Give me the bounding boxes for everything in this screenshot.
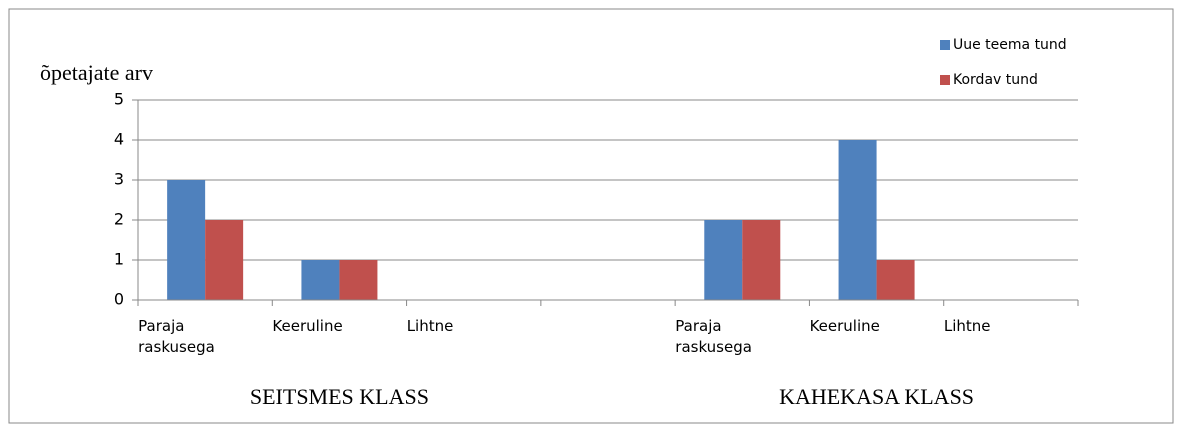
legend-swatch [940, 75, 950, 85]
bar [205, 220, 244, 300]
legend-label: Uue teema tund [953, 37, 1067, 53]
bar [339, 260, 378, 300]
y-tick-label: 4 [114, 130, 124, 149]
legend-label: Kordav tund [953, 72, 1038, 88]
y-tick-label: 5 [114, 90, 124, 109]
group-label: SEITSMES KLASS [249, 384, 429, 409]
bar [876, 260, 915, 300]
group-label: KAHEKASA KLASS [779, 384, 975, 409]
legend-swatch [940, 40, 950, 50]
x-tick-label: Keeruline [809, 317, 880, 335]
y-tick-label: 3 [114, 170, 124, 189]
bar [742, 220, 781, 300]
bar [167, 180, 206, 300]
bar [838, 140, 877, 300]
x-tick-label: Keeruline [272, 317, 343, 335]
x-tick-label: Lihtne [943, 317, 991, 335]
y-tick-label: 0 [114, 290, 124, 309]
y-tick-label: 2 [114, 210, 124, 229]
x-tick-label: Paraja raskusega [138, 317, 215, 356]
x-tick-label: Paraja raskusega [675, 317, 752, 356]
x-tick-label: Lihtne [406, 317, 454, 335]
y-axis-label: õpetajate arv [40, 60, 153, 85]
bar [301, 260, 340, 300]
bar [704, 220, 743, 300]
y-tick-label: 1 [114, 250, 124, 269]
